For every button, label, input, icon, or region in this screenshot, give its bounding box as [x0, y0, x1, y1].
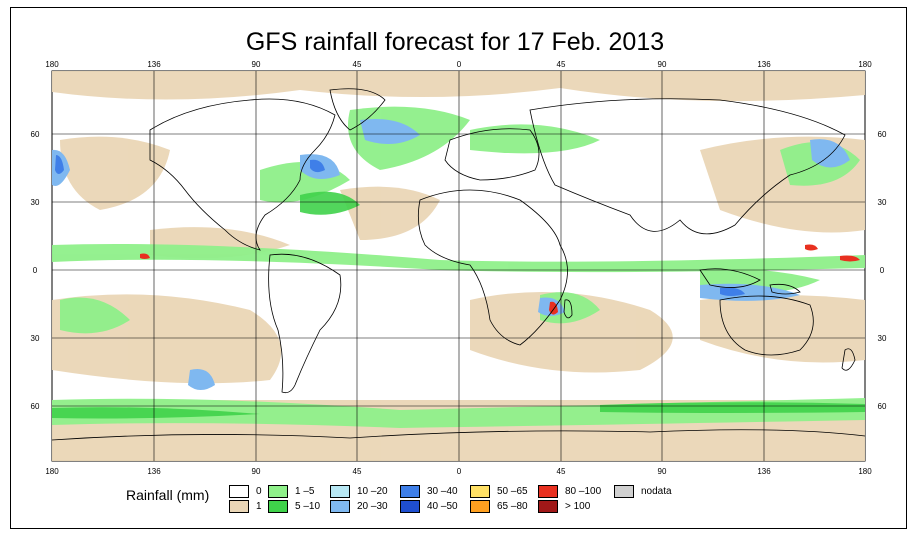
legend-swatch — [614, 485, 634, 498]
latitude-labels-right: 60 30 0 30 60 — [878, 130, 887, 411]
legend-label: 5 –10 — [295, 501, 321, 512]
lon-label: 180 — [45, 467, 59, 476]
lon-label: 45 — [353, 60, 362, 69]
lat-label: 60 — [31, 130, 40, 139]
legend-label: 30 –40 — [427, 486, 458, 497]
graticule — [52, 71, 865, 461]
legend-swatch — [400, 485, 420, 498]
map-title: GFS rainfall forecast for 17 Feb. 2013 — [245, 28, 665, 56]
lon-label: 180 — [45, 60, 59, 69]
lon-label: 0 — [457, 60, 462, 69]
rain-extreme-cells — [140, 244, 860, 315]
rain-band-heavy — [52, 191, 865, 419]
legend-label: 65 –80 — [497, 501, 528, 512]
lon-label: 45 — [353, 467, 362, 476]
legend-label: 10 –20 — [357, 486, 388, 497]
legend-swatch — [229, 485, 249, 498]
lon-label: 136 — [757, 60, 771, 69]
lon-label: 136 — [147, 60, 161, 69]
latitude-labels-left: 60 30 0 30 60 — [31, 130, 40, 411]
legend-swatch — [470, 485, 490, 498]
lon-label: 45 — [557, 467, 566, 476]
lon-label: 90 — [658, 467, 667, 476]
lat-label: 60 — [878, 402, 887, 411]
lon-label: 180 — [858, 467, 872, 476]
legend-label: nodata — [641, 486, 672, 497]
lon-label: 0 — [457, 467, 462, 476]
legend-label: 40 –50 — [427, 501, 458, 512]
legend-swatch — [229, 500, 249, 513]
lat-label: 0 — [880, 266, 885, 275]
legend-title: Rainfall (mm) — [126, 487, 210, 503]
legend-swatch — [470, 500, 490, 513]
legend-label: 80 –100 — [565, 486, 602, 497]
legend-swatch — [330, 485, 350, 498]
legend-label: 20 –30 — [357, 501, 388, 512]
lat-label: 0 — [33, 266, 38, 275]
legend-label: 0 — [256, 486, 262, 497]
legend-swatch — [400, 500, 420, 513]
legend-swatch — [268, 485, 288, 498]
lat-label: 60 — [31, 402, 40, 411]
lon-label: 90 — [252, 60, 261, 69]
legend-swatch — [538, 485, 558, 498]
lon-label: 136 — [757, 467, 771, 476]
lon-label: 180 — [858, 60, 872, 69]
lat-label: 30 — [878, 334, 887, 343]
legend-swatch — [330, 500, 350, 513]
lon-label: 45 — [557, 60, 566, 69]
legend-label: 50 –65 — [497, 486, 528, 497]
rain-band-very-intense — [55, 155, 745, 296]
longitude-labels-top: 180 136 90 45 0 45 90 136 180 — [45, 60, 872, 69]
legend-label: > 100 — [565, 501, 591, 512]
lon-label: 90 — [658, 60, 667, 69]
legend-label: 1 — [256, 501, 262, 512]
lat-label: 60 — [878, 130, 887, 139]
lat-label: 30 — [31, 334, 40, 343]
lat-label: 30 — [31, 198, 40, 207]
legend-label: 1 –5 — [295, 486, 315, 497]
legend-swatch — [538, 500, 558, 513]
legend-swatch — [268, 500, 288, 513]
lon-label: 136 — [147, 467, 161, 476]
lat-label: 30 — [878, 198, 887, 207]
longitude-labels-bottom: 180 136 90 45 0 45 90 136 180 — [45, 467, 872, 476]
lon-label: 90 — [252, 467, 261, 476]
continent-outlines — [51, 88, 866, 441]
